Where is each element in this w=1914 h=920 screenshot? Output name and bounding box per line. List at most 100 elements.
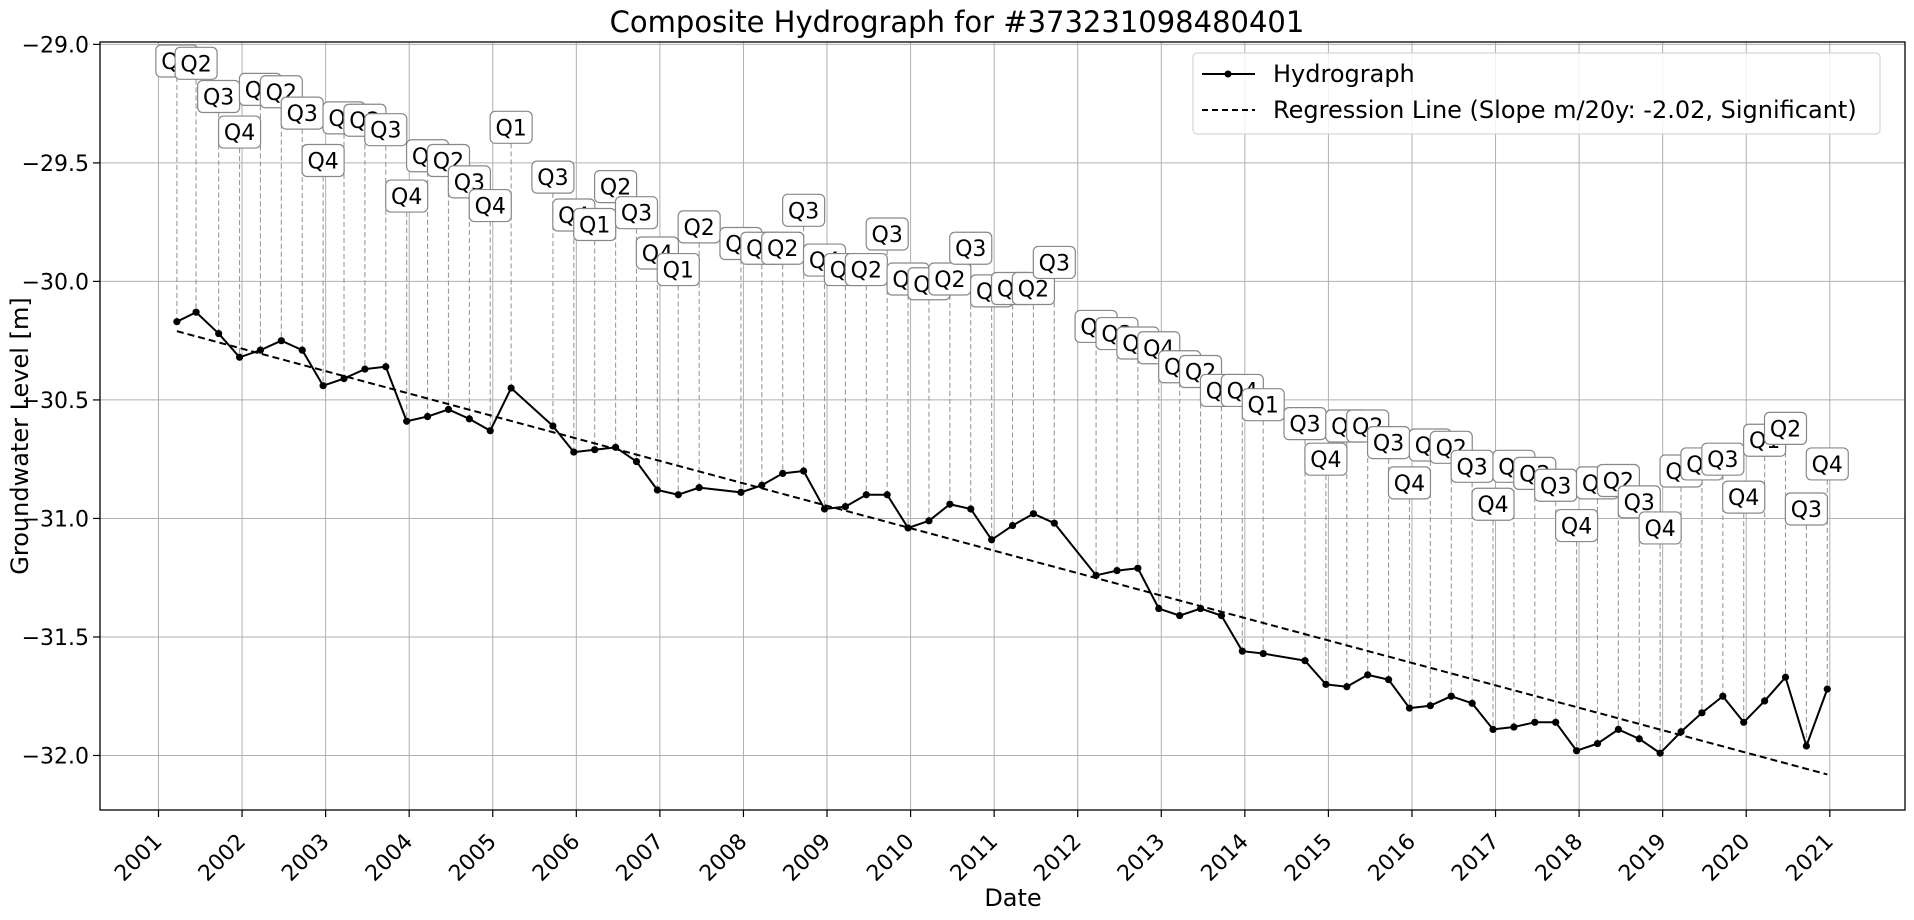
quarter-label: Q3 (1791, 498, 1822, 523)
quarter-label-box (1763, 411, 1808, 445)
hydrograph-point (591, 446, 599, 454)
hydrograph-point (382, 363, 390, 371)
hydrograph-point (444, 405, 453, 414)
quarter-label-box (1784, 492, 1828, 526)
quarter-label-box (1554, 508, 1599, 543)
hydrograph-point (403, 417, 411, 425)
y-tick-label: −31.5 (22, 626, 89, 651)
quarter-label: Q3 (955, 237, 986, 262)
hydrograph-point (1217, 612, 1226, 620)
quarter-label-box (1722, 480, 1766, 514)
quarter-label: Q4 (391, 185, 422, 210)
hydrograph-point (340, 374, 348, 383)
hydrograph-point (1802, 742, 1810, 750)
chart-title: Composite Hydrograph for #37323109848040… (610, 5, 1305, 39)
hydrograph-point (946, 500, 954, 508)
hydrograph-point (256, 346, 265, 354)
quarter-label: Q3 (1289, 413, 1320, 438)
quarter-label-box (1032, 245, 1076, 280)
quarter-label: Q3 (203, 86, 234, 111)
hydrograph-point (570, 448, 578, 456)
hydrograph-point (1761, 697, 1769, 705)
hydrograph-point (1635, 735, 1643, 743)
quarter-label: Q1 (579, 214, 610, 239)
hydrograph-point (695, 484, 703, 492)
quarter-label: Q2 (180, 52, 211, 77)
hydrograph-point (1510, 723, 1518, 731)
hydrograph-point (1740, 718, 1748, 726)
hydrograph-point (1405, 704, 1414, 712)
hydrograph-point (988, 536, 996, 544)
quarter-label: Q2 (767, 237, 798, 262)
hydrograph-point (674, 491, 682, 499)
hydrograph-point (1176, 612, 1184, 620)
quarter-label-box (489, 110, 533, 144)
quarter-label-box (174, 46, 218, 80)
hydrograph-point (1113, 566, 1121, 575)
quarter-label-box (1304, 442, 1348, 476)
quarter-label-box (949, 231, 993, 265)
legend-hydrograph-marker (1224, 70, 1232, 78)
legend-regression-label: Regression Line (Slope m/20y: -2.02, Sig… (1273, 96, 1857, 124)
hydrograph-point (173, 318, 181, 326)
y-tick-label: −31.0 (22, 507, 89, 532)
quarter-label: Q3 (1707, 448, 1738, 473)
y-tick-label: −29.0 (22, 33, 89, 58)
hydrograph-point (1384, 676, 1393, 684)
hydrograph-point (1134, 564, 1142, 572)
quarter-label: Q4 (1728, 486, 1759, 511)
legend-box (1192, 52, 1881, 135)
hydrograph-point (862, 491, 870, 499)
hydrograph-point (800, 467, 808, 475)
quarter-label-box (865, 217, 909, 251)
hydrograph-point (298, 346, 306, 354)
quarter-label: Q4 (224, 121, 255, 146)
hydrograph-point (215, 329, 223, 338)
quarter-label: Q4 (1394, 472, 1425, 497)
quarter-label-box (217, 115, 262, 149)
hydrograph-point (192, 308, 200, 316)
quarter-label: Q2 (851, 259, 882, 284)
hydrograph-point (737, 488, 745, 496)
legend: Hydrograph Regression Line (Slope m/20y:… (1192, 52, 1881, 135)
quarter-label: Q3 (1540, 474, 1571, 499)
y-tick-label: −32.0 (22, 744, 89, 769)
hydrograph-point (1656, 749, 1664, 757)
hydrograph-point (1155, 604, 1163, 613)
hydrograph-point (1468, 699, 1476, 707)
quarter-label-box (385, 179, 429, 213)
hydrograph-point (486, 427, 494, 435)
plot-frame (99, 41, 1906, 811)
hydrograph-point (1719, 692, 1727, 700)
quarter-label-box (531, 160, 575, 194)
quarter-label: Q1 (663, 259, 694, 284)
hydrograph-point (820, 505, 829, 513)
hydrograph-point (904, 524, 912, 532)
y-tick-label: −30.5 (22, 389, 89, 414)
quarter-label-box (1701, 442, 1745, 476)
quarter-label-box (301, 143, 345, 178)
quarter-label: Q1 (1248, 394, 1279, 419)
hydrograph-point (779, 469, 787, 478)
hydrograph-point (507, 384, 515, 392)
x-axis-title: Date (984, 884, 1041, 912)
y-tick-label: −30.0 (22, 270, 89, 295)
hydrograph-point (465, 415, 473, 423)
quarter-label: Q3 (872, 223, 903, 248)
y-axis: −29.0 −29.5 −30.0 −30.5 −31.0 −31.5 −32.0 (22, 33, 100, 769)
hydrograph-point (1698, 709, 1706, 717)
quarter-label: Q3 (1039, 251, 1070, 276)
hydrograph-point (1092, 571, 1100, 579)
quarter-label: Q3 (788, 199, 819, 224)
hydrograph-point (1322, 680, 1330, 688)
hydrograph-point (632, 457, 641, 466)
hydrograph-point (277, 337, 285, 345)
y-tick-label: −29.5 (22, 152, 89, 177)
quarter-label-box (364, 113, 408, 147)
hydrograph-point (319, 382, 327, 390)
hydrograph-point (841, 502, 849, 511)
hydrograph-point (1531, 718, 1539, 726)
hydrograph-point (758, 481, 766, 489)
